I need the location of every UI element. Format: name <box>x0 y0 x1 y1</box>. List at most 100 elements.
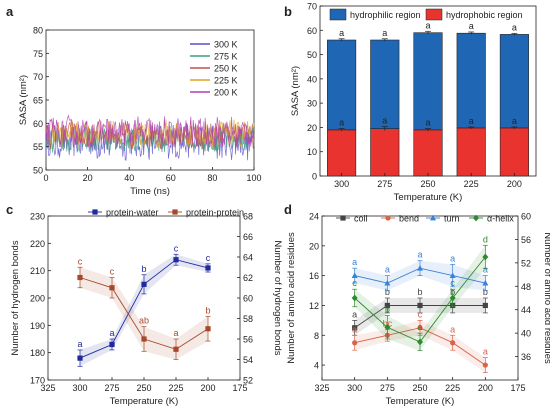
series-line-200K <box>45 114 255 148</box>
data-point-helix <box>384 323 391 331</box>
legend-marker <box>430 214 436 221</box>
panel-c-x-tick-label: 225 <box>168 383 183 393</box>
data-point-proteinwater <box>77 355 83 361</box>
panel-d-y-right-tick-label: 44 <box>521 305 531 315</box>
panel-b-y-tick-label: 70 <box>307 2 317 12</box>
legend-label: turn <box>444 214 460 224</box>
significance-letter-proteinprotein: b <box>205 305 210 315</box>
panel-d-x-tick-label: 275 <box>380 383 395 393</box>
significance-letter-hydrophobic: a <box>425 118 430 128</box>
bar-hydrophilic-250 <box>413 32 443 131</box>
data-point-proteinwater <box>173 257 179 263</box>
panel-b-y-axis-title: SASA (nm²) <box>290 66 301 116</box>
significance-letter-proteinwater: c <box>206 253 211 263</box>
panel-d-y-right-tick-label: 36 <box>521 352 531 362</box>
panel-b-x-axis-title: Temperature (K) <box>394 192 463 203</box>
data-point-bend <box>450 340 456 346</box>
panel-d-x-tick-label: 325 <box>314 383 329 393</box>
significance-letter-hydrophilic: a <box>382 28 387 38</box>
legend-label: α-helix <box>487 214 514 224</box>
panel-c-y-right-tick-label: 66 <box>243 232 253 242</box>
panel-letter-b: b <box>284 4 292 19</box>
significance-letter-proteinwater: b <box>141 264 146 274</box>
panel-b-y-tick-label: 10 <box>307 147 317 157</box>
panel-c-y-right-tick-label: 56 <box>243 335 253 345</box>
panel-a-x-tick-label: 0 <box>43 173 48 183</box>
data-point-helix <box>351 294 358 302</box>
panel-b-x-tick-label: 300 <box>334 179 349 189</box>
legend-marker <box>172 209 178 215</box>
data-point-turn <box>417 264 423 271</box>
data-point-proteinprotein <box>205 326 211 332</box>
panel-c-hydrogen-bonds-chart: 170 180 190 200 210 220 230 52 54 56 58 60 62 64 66 68 3… <box>10 208 283 408</box>
significance-letter-helix: a <box>417 322 422 332</box>
panel-d-x-axis-title: Temperature (K) <box>386 396 455 407</box>
panel-a-sasa-time-chart: 50 55 60 65 70 75 80 0 20 40 60 80 100 Time (ns) SASA … <box>18 26 262 198</box>
legend-label: 275 K <box>214 52 238 62</box>
panel-c-y-right-tick-label: 54 <box>243 355 253 365</box>
panel-c-y-right-tick-label: 68 <box>243 212 253 222</box>
panel-d-x-tick-label: 250 <box>412 383 427 393</box>
data-point-turn <box>482 279 489 286</box>
panel-c-y-left-tick-label: 200 <box>30 294 45 304</box>
panel-c-y-axis-title-right: Number of hydrogen bonds <box>272 240 283 355</box>
significance-letter-proteinwater: a <box>109 328 114 338</box>
significance-letter-coil: b <box>385 287 390 297</box>
panel-a-y-tick-label: 80 <box>33 26 43 36</box>
panel-c-y-left-tick-label: 210 <box>30 266 45 276</box>
significance-letter-hydrophilic: a <box>425 20 430 30</box>
bar-hydrophobic-275 <box>370 128 400 177</box>
panel-d-x-tick-label: 225 <box>445 383 460 393</box>
panel-d-y-left-tick-label: 24 <box>309 212 319 222</box>
panel-d-y-axis-title-left: Number of amino acid residues <box>286 232 297 364</box>
significance-letter-turn: a <box>352 257 357 267</box>
significance-letter-proteinwater: a <box>77 339 82 349</box>
panel-c-y-right-tick-label: 60 <box>243 294 253 304</box>
legend-label: protein-protein <box>186 208 244 218</box>
bar-hydrophilic-225 <box>456 32 486 129</box>
panel-a-y-tick-label: 50 <box>33 166 43 176</box>
significance-letter-turn: a <box>385 265 390 275</box>
significance-letter-coil: b <box>483 287 488 297</box>
panel-c-plot-frame <box>47 215 241 381</box>
panel-d-x-tick-label: 300 <box>347 383 362 393</box>
legend-marker <box>385 215 391 221</box>
panel-c-y-axis-title-left: Number of hydrogen bonds <box>10 240 21 355</box>
panel-a-x-tick-label: 80 <box>207 173 217 183</box>
data-point-turn <box>384 279 391 286</box>
legend-label: bend <box>399 214 419 224</box>
panel-b-x-tick-label: 250 <box>420 179 435 189</box>
panel-d-y-left-tick-label: 8 <box>314 331 319 341</box>
bar-hydrophobic-200 <box>499 127 529 177</box>
data-point-proteinprotein <box>141 336 147 342</box>
significance-letter-proteinwater: c <box>174 243 179 253</box>
significance-letter-hydrophobic: a <box>512 116 517 126</box>
data-point-proteinprotein <box>77 274 83 281</box>
significance-letter-bend: a <box>483 347 488 357</box>
panel-c-x-tick-label: 200 <box>200 383 215 393</box>
significance-letter-helix: c <box>450 278 455 288</box>
panel-letter-c: c <box>6 202 13 217</box>
legend-marker <box>473 214 479 222</box>
panel-d-y-left-tick-label: 16 <box>309 271 319 281</box>
legend-swatch <box>425 8 443 21</box>
bar-hydrophobic-300 <box>327 129 357 177</box>
legend-marker <box>92 209 98 215</box>
significance-letter-turn: a <box>483 265 488 275</box>
data-point-helix <box>449 294 456 302</box>
significance-letter-hydrophobic: a <box>469 116 474 126</box>
panel-c-y-right-tick-label: 62 <box>243 273 253 283</box>
legend-label: coil <box>354 214 368 224</box>
significance-letter-coil: b <box>417 287 422 297</box>
panel-a-y-tick-label: 60 <box>33 119 43 129</box>
panel-c-y-left-tick-label: 180 <box>30 348 45 358</box>
data-point-bend <box>482 362 488 368</box>
significance-letter-helix: d <box>483 234 488 244</box>
panel-a-y-tick-label: 70 <box>33 72 43 82</box>
panel-b-sasa-bar-chart: a a 300 a a 275 a a 250 a a 225 a a 200 0 10 20 30 40 50 60 70… <box>290 2 537 203</box>
panel-d-y-right-tick-label: 56 <box>521 235 531 245</box>
data-point-coil <box>384 302 390 309</box>
panel-c-x-tick-label: 250 <box>136 383 151 393</box>
panel-a-y-tick-label: 55 <box>33 142 43 152</box>
